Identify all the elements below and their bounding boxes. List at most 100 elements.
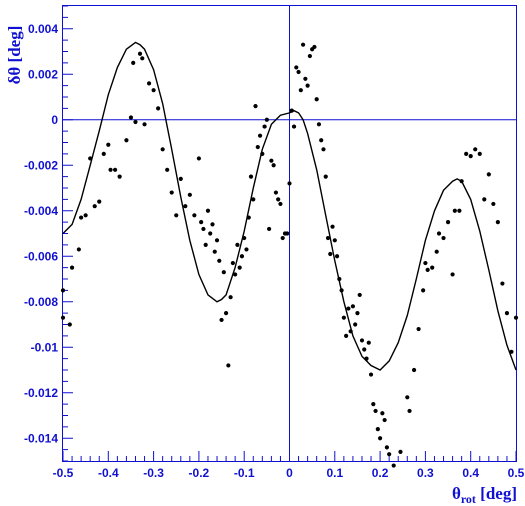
data-point: [165, 167, 170, 172]
x-tick-label: -0.1: [234, 466, 255, 480]
data-point: [328, 251, 333, 257]
y-tick-label: -0.002: [24, 158, 58, 172]
data-point: [112, 167, 118, 172]
data-point: [350, 304, 356, 309]
data-point: [319, 138, 324, 143]
y-tick-label: -0.012: [24, 386, 58, 400]
data-point: [477, 151, 482, 156]
data-point: [373, 408, 378, 414]
data-point: [205, 208, 211, 213]
data-point: [407, 408, 412, 414]
y-tick-label: -0.014: [24, 431, 58, 445]
data-point: [67, 322, 72, 327]
data-point: [378, 436, 383, 441]
data-point: [366, 340, 371, 345]
data-point: [244, 247, 249, 252]
data-point: [233, 272, 238, 277]
data-point: [368, 372, 374, 377]
data-point: [142, 122, 147, 127]
data-point: [405, 395, 410, 400]
data-point: [101, 151, 106, 156]
data-point: [321, 147, 326, 152]
data-point: [380, 411, 385, 416]
x-tick-label: -0.2: [189, 466, 210, 480]
data-point: [174, 213, 179, 218]
data-point: [457, 208, 462, 213]
y-tick-label: 0.004: [28, 22, 58, 36]
data-point: [208, 231, 213, 236]
data-point: [210, 222, 215, 227]
data-point: [384, 445, 389, 450]
data-point: [230, 260, 235, 266]
data-point: [332, 238, 337, 243]
data-point: [131, 60, 136, 65]
data-point: [436, 231, 442, 236]
data-point: [79, 215, 84, 220]
data-point: [445, 220, 451, 225]
data-point: [291, 124, 297, 129]
data-point: [371, 402, 376, 407]
data-point: [359, 338, 365, 343]
data-point: [237, 265, 242, 270]
data-point: [416, 326, 421, 332]
data-point: [391, 463, 396, 468]
data-point: [264, 117, 269, 122]
x-axis-title-unit: [deg]: [476, 484, 517, 503]
data-point: [183, 204, 188, 209]
data-point: [434, 249, 439, 254]
reference-lines: [63, 6, 516, 461]
x-tick-label: 0.1: [326, 466, 343, 480]
data-point: [199, 220, 204, 225]
data-point: [196, 156, 201, 161]
y-tick-label: -0.004: [24, 204, 58, 218]
data-point: [323, 174, 328, 179]
data-point: [76, 247, 81, 252]
x-tick-label: 0.4: [462, 466, 479, 480]
data-point: [221, 270, 226, 275]
data-point: [344, 333, 349, 338]
data-point: [160, 147, 165, 152]
data-point: [482, 197, 487, 202]
data-point: [169, 190, 174, 195]
data-point: [140, 56, 145, 61]
x-axis-title: θrot [deg]: [452, 484, 517, 506]
data-point: [314, 97, 319, 102]
data-point: [117, 174, 122, 179]
plot-frame: [62, 5, 517, 462]
data-point: [276, 197, 281, 202]
y-tick-label: 0.002: [28, 67, 58, 81]
data-point: [60, 315, 66, 320]
data-point: [203, 242, 208, 247]
data-point: [248, 174, 254, 179]
data-point: [316, 122, 322, 127]
data-point: [273, 190, 279, 195]
y-tick-labels: -0.014 -0.012 -0.01 -0.008 -0.006 -0.004 -0.00…: [24, 22, 58, 446]
data-point: [192, 213, 197, 218]
data-point: [97, 199, 102, 204]
x-tick-labels: -0.5 -0.4 -0.3 -0.2 -0.1 0 0.1 0.2 0.3 0.4 0.5: [53, 466, 525, 480]
data-point: [464, 151, 469, 156]
x-tick-label: 0.5: [508, 466, 525, 480]
data-point: [486, 172, 491, 177]
data-point: [287, 181, 292, 186]
data-point: [307, 53, 312, 59]
data-point: [325, 235, 331, 241]
data-point: [178, 176, 183, 181]
data-point: [468, 154, 473, 159]
data-point: [124, 138, 129, 143]
data-point: [387, 452, 392, 457]
data-point: [382, 417, 387, 423]
data-point: [500, 281, 505, 286]
data-point: [146, 81, 152, 86]
data-point: [83, 213, 88, 218]
data-point: [217, 258, 222, 263]
data-point: [452, 208, 457, 213]
data-point: [226, 363, 231, 368]
scatter-points: [60, 42, 519, 468]
data-point: [421, 288, 426, 293]
data-point: [312, 44, 317, 50]
data-point: [303, 76, 308, 81]
data-point: [430, 265, 435, 270]
data-point: [137, 51, 143, 56]
data-point: [285, 231, 290, 236]
